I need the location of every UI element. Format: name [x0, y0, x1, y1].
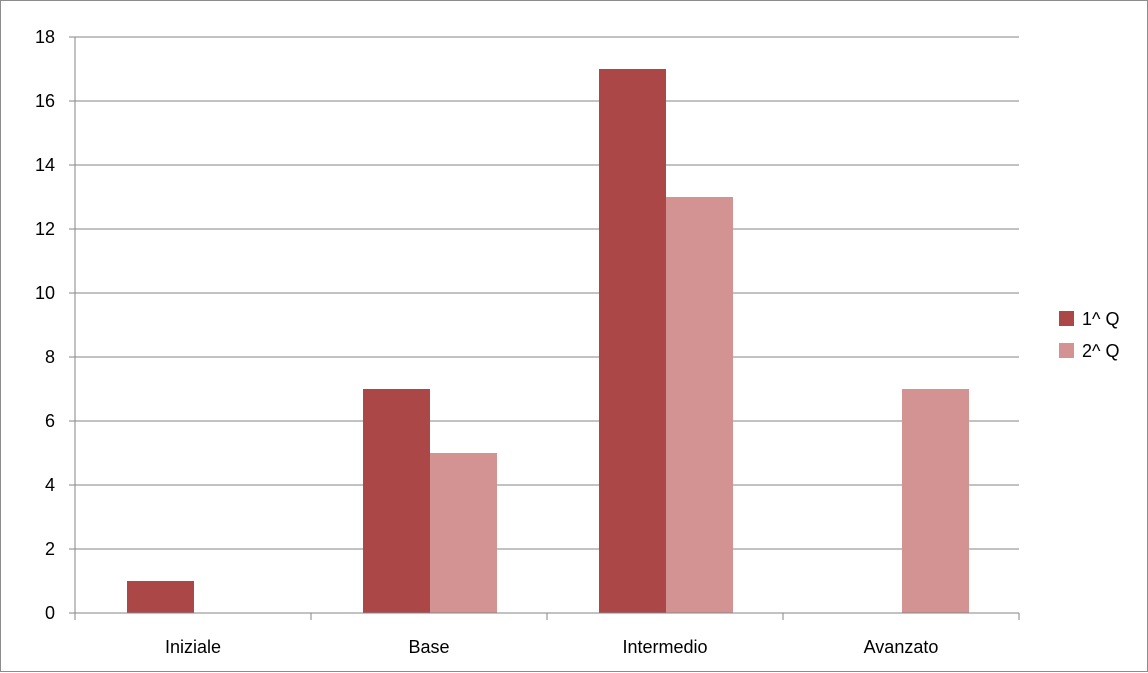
- x-tick-label: Base: [408, 637, 449, 657]
- bar-series-1-iniziale: [127, 581, 194, 613]
- y-tick-label: 12: [35, 219, 55, 239]
- y-tick-label: 8: [45, 347, 55, 367]
- y-tick-label: 6: [45, 411, 55, 431]
- x-tick-label: Iniziale: [165, 637, 221, 657]
- y-tick-label: 2: [45, 539, 55, 559]
- legend-label: 1^ Q: [1082, 309, 1119, 329]
- bars: [127, 69, 969, 613]
- x-tick-labels: Iniziale Base Intermedio Avanzato: [165, 637, 938, 657]
- legend-label: 2^ Q: [1082, 341, 1119, 361]
- bar-series-2-avanzato: [902, 389, 969, 613]
- y-tick-label: 16: [35, 91, 55, 111]
- y-tick-label: 0: [45, 603, 55, 623]
- y-tick-label: 10: [35, 283, 55, 303]
- bar-series-2-intermedio: [666, 197, 733, 613]
- legend-swatch: [1059, 343, 1074, 358]
- axes: [69, 36, 1020, 620]
- legend: 1^ Q 2^ Q: [1059, 309, 1119, 361]
- x-tick-label: Intermedio: [622, 637, 707, 657]
- bar-series-2-base: [430, 453, 497, 613]
- y-tick-label: 4: [45, 475, 55, 495]
- x-tick-label: Avanzato: [864, 637, 939, 657]
- bar-series-1-intermedio: [599, 69, 666, 613]
- legend-swatch: [1059, 311, 1074, 326]
- y-tick-label: 18: [35, 27, 55, 47]
- y-tick-labels: 0 2 4 6 8 10 12 14 16 18: [35, 27, 55, 623]
- bar-series-1-base: [363, 389, 430, 613]
- y-tick-label: 14: [35, 155, 55, 175]
- gridlines: [75, 36, 1019, 550]
